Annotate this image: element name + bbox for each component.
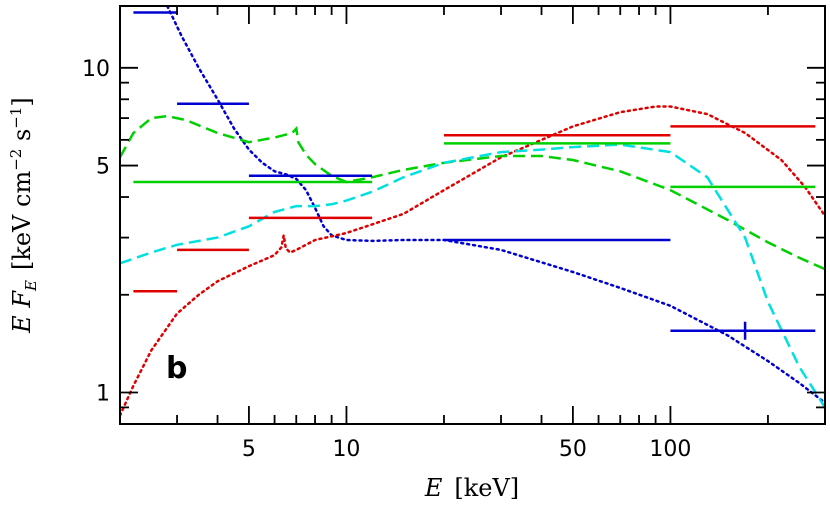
- y-axis-title: E FE [keV cm−2 s−1]: [7, 97, 40, 334]
- y-tick-label: 10: [82, 57, 110, 82]
- red-model-curve: [120, 105, 825, 417]
- y-axis-exp1: −2: [7, 149, 25, 171]
- y-axis-unit: [keV cm: [8, 171, 36, 271]
- y-axis-unit-s: s: [8, 129, 36, 149]
- y-axis-variable: E F: [8, 290, 36, 334]
- x-tick-label: 100: [649, 437, 691, 462]
- green-model-curve: [120, 114, 825, 271]
- blue-model-curve: [166, 6, 825, 405]
- y-axis-close: ]: [8, 97, 36, 106]
- y-tick-label: 1: [96, 382, 110, 407]
- x-axis-unit: [keV]: [454, 474, 519, 502]
- x-tick-label: 10: [332, 437, 360, 462]
- y-axis-subscript: E: [22, 280, 40, 292]
- cyan-model-curve: [120, 143, 825, 409]
- x-tick-label: 50: [559, 437, 587, 462]
- x-tick-label: 5: [242, 437, 256, 462]
- panel-label: b: [166, 351, 187, 386]
- x-axis-variable: E: [424, 474, 443, 502]
- plot-frame: [119, 5, 826, 425]
- x-axis-title: E [keV]: [424, 474, 519, 502]
- y-tick-label: 5: [96, 155, 110, 180]
- y-axis-exp2: −1: [7, 107, 25, 129]
